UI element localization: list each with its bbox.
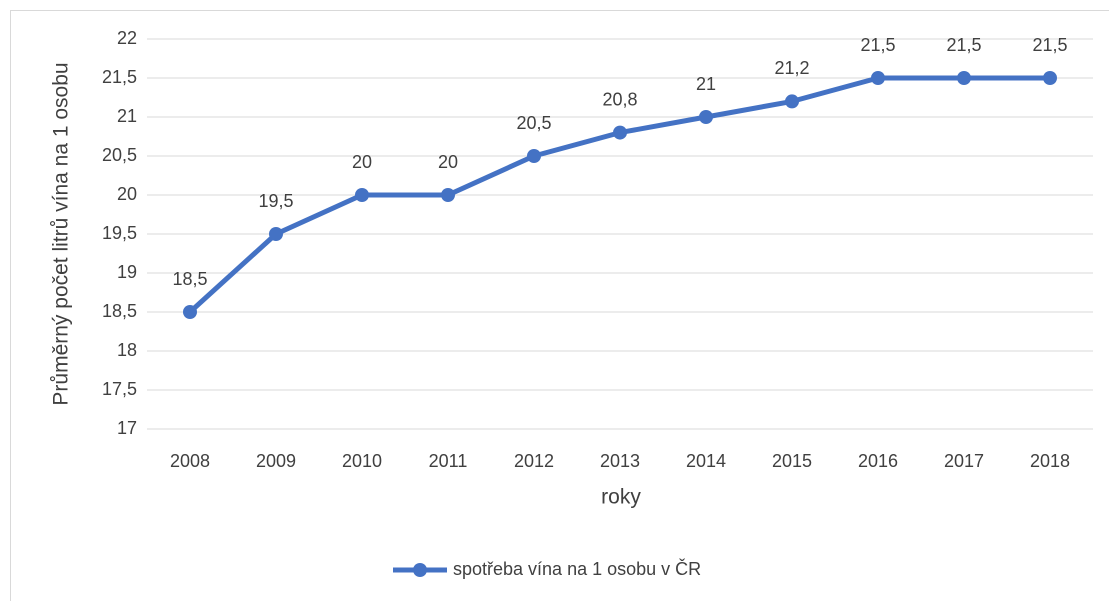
data-label: 21,2 <box>774 58 809 78</box>
x-tick-label: 2011 <box>429 451 468 471</box>
y-tick-label: 20 <box>117 184 137 204</box>
y-tick-label: 17 <box>117 418 137 438</box>
data-label: 21,5 <box>1032 35 1067 55</box>
marker <box>871 71 885 85</box>
y-tick-label: 19 <box>117 262 137 282</box>
y-tick-label: 21 <box>117 106 137 126</box>
marker <box>355 188 369 202</box>
x-tick-label: 2014 <box>686 451 726 471</box>
x-tick-label: 2017 <box>944 451 984 471</box>
marker <box>527 149 541 163</box>
marker <box>269 227 283 241</box>
y-tick-label: 18 <box>117 340 137 360</box>
y-tick-label: 22 <box>117 28 137 48</box>
marker <box>613 125 627 140</box>
x-axis-title: roky <box>601 486 641 509</box>
y-tick-label: 17,5 <box>102 379 137 399</box>
x-tick-label: 2016 <box>858 451 898 471</box>
legend-label: spotřeba vína na 1 osobu v ČR <box>453 558 701 579</box>
x-tick-label: 2013 <box>600 451 640 471</box>
x-tick-label: 2012 <box>514 451 554 471</box>
data-label: 18,5 <box>172 269 207 289</box>
marker <box>699 110 713 124</box>
legend-marker <box>413 563 427 577</box>
x-tick-label: 2015 <box>772 451 812 471</box>
data-label: 21,5 <box>946 35 981 55</box>
marker <box>785 94 799 109</box>
x-tick-label: 2009 <box>256 451 296 471</box>
x-tick-label: 2010 <box>342 451 382 471</box>
marker <box>1043 71 1057 85</box>
x-tick-label: 2008 <box>170 451 210 471</box>
data-label: 20 <box>352 152 372 172</box>
data-label: 20,8 <box>602 89 637 109</box>
marker <box>441 188 455 202</box>
data-label: 21,5 <box>860 35 895 55</box>
data-label: 19,5 <box>258 191 293 211</box>
data-label: 20,5 <box>516 113 551 133</box>
y-tick-label: 21,5 <box>102 67 137 87</box>
chart-border <box>10 10 1109 601</box>
x-tick-label: 2018 <box>1030 451 1070 471</box>
y-axis-title: Průměrný počet litrů vína na 1 osobu <box>50 62 73 405</box>
y-tick-label: 19,5 <box>102 223 137 243</box>
marker <box>183 305 197 319</box>
y-tick-label: 18,5 <box>102 301 137 321</box>
data-label: 21 <box>696 74 716 94</box>
marker <box>957 71 971 85</box>
y-tick-label: 20,5 <box>102 145 137 165</box>
data-label: 20 <box>438 152 458 172</box>
